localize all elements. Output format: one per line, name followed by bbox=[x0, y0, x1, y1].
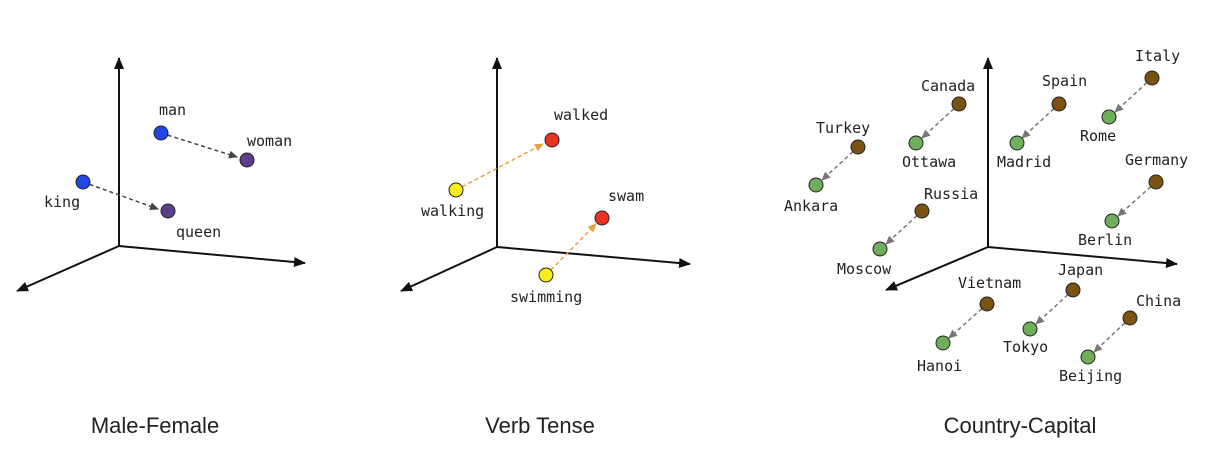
relation-arrow bbox=[1035, 289, 1074, 325]
word-point bbox=[1148, 174, 1164, 190]
word-label: swam bbox=[608, 187, 644, 205]
pair-italy-rome: Italy Rome bbox=[1080, 47, 1180, 145]
axis-right bbox=[496, 246, 691, 269]
word-point bbox=[239, 152, 255, 168]
word-label: woman bbox=[247, 132, 292, 150]
relation-arrow bbox=[1117, 181, 1157, 217]
word-label: Hanoi bbox=[917, 357, 962, 375]
word-label: king bbox=[44, 193, 80, 211]
axes bbox=[885, 57, 1178, 291]
word-label: Madrid bbox=[997, 153, 1051, 171]
pair-russia-moscow: Russia Moscow bbox=[837, 185, 978, 278]
word-label: walking bbox=[421, 202, 484, 220]
axis-left bbox=[885, 246, 989, 291]
word-label: Rome bbox=[1080, 127, 1116, 145]
pair-king-queen: king queen bbox=[44, 174, 221, 241]
axes bbox=[400, 57, 691, 292]
pair-walking-walked: walking walked bbox=[421, 106, 608, 220]
pair-germany-berlin: Germany Berlin bbox=[1078, 151, 1188, 249]
axes bbox=[16, 57, 306, 292]
word-label: Canada bbox=[921, 77, 975, 95]
word-point bbox=[951, 96, 967, 112]
relation-arrow bbox=[921, 103, 960, 139]
word-point bbox=[160, 203, 176, 219]
word-point bbox=[594, 210, 610, 226]
word-label: Ottawa bbox=[902, 153, 956, 171]
relation-arrow bbox=[1021, 103, 1060, 139]
word-point bbox=[1051, 96, 1067, 112]
word-label: Japan bbox=[1058, 261, 1103, 279]
relation-arrow bbox=[160, 132, 238, 159]
word-label: walked bbox=[554, 106, 608, 124]
word-point bbox=[153, 125, 169, 141]
relation-arrow bbox=[82, 181, 159, 211]
word-point bbox=[1101, 109, 1117, 125]
word-label: Germany bbox=[1125, 151, 1188, 169]
word-point bbox=[1122, 310, 1138, 326]
word-label: Spain bbox=[1042, 72, 1087, 90]
panel-title: Male-Female bbox=[91, 413, 219, 438]
word-point bbox=[538, 267, 554, 283]
axis-left bbox=[400, 246, 498, 292]
relation-arrow bbox=[455, 143, 544, 191]
word-label: Ankara bbox=[784, 197, 838, 215]
word-point bbox=[908, 135, 924, 151]
word-point bbox=[544, 132, 560, 148]
axis-left bbox=[16, 245, 120, 292]
panel-verb-tense: walking walked swimming swam Verb Tense bbox=[400, 57, 691, 438]
word-point bbox=[935, 335, 951, 351]
word-label: swimming bbox=[510, 288, 582, 306]
word-point bbox=[75, 174, 91, 190]
pair-canada-ottawa: Canada Ottawa bbox=[902, 77, 975, 171]
word-point bbox=[872, 241, 888, 257]
word-label: Moscow bbox=[837, 260, 892, 278]
word-label: Tokyo bbox=[1003, 338, 1048, 356]
relation-arrow bbox=[948, 303, 988, 339]
word-label: China bbox=[1136, 292, 1181, 310]
word-point bbox=[448, 182, 464, 198]
pair-japan-tokyo: Japan Tokyo bbox=[1003, 261, 1103, 356]
relation-arrow bbox=[821, 146, 859, 181]
word-label: Vietnam bbox=[958, 274, 1021, 292]
word-point bbox=[979, 296, 995, 312]
word-label: Russia bbox=[924, 185, 978, 203]
word-point bbox=[1080, 349, 1096, 365]
relation-arrow bbox=[1114, 77, 1153, 113]
panel-title: Verb Tense bbox=[485, 413, 595, 438]
axis-right bbox=[987, 246, 1178, 268]
word-point bbox=[1065, 282, 1081, 298]
word-point bbox=[1022, 321, 1038, 337]
word-label: Beijing bbox=[1059, 367, 1122, 385]
pair-swimming-swam: swimming swam bbox=[510, 187, 644, 306]
relation-arrow bbox=[885, 210, 923, 245]
word-label: queen bbox=[176, 223, 221, 241]
word-point bbox=[1104, 213, 1120, 229]
word-label: Berlin bbox=[1078, 231, 1132, 249]
panel-male-female: man woman king queen Male-Female bbox=[16, 57, 306, 438]
panel-country-capital: Turkey Ankara Canada Ottawa Spain Madrid… bbox=[784, 47, 1188, 438]
pair-man-woman: man woman bbox=[153, 101, 292, 168]
axis-right bbox=[118, 245, 306, 267]
word-label: Turkey bbox=[816, 119, 870, 137]
word-point bbox=[808, 177, 824, 193]
word-label: man bbox=[159, 101, 186, 119]
pair-turkey-ankara: Turkey Ankara bbox=[784, 119, 870, 215]
pair-spain-madrid: Spain Madrid bbox=[997, 72, 1087, 171]
pair-vietnam-hanoi: Vietnam Hanoi bbox=[917, 274, 1021, 375]
word-point bbox=[914, 203, 930, 219]
panel-title: Country-Capital bbox=[944, 413, 1097, 438]
word-point bbox=[850, 139, 866, 155]
word-label: Italy bbox=[1135, 47, 1180, 65]
pair-china-beijing: China Beijing bbox=[1059, 292, 1181, 385]
word-point bbox=[1144, 70, 1160, 86]
relation-arrow bbox=[545, 223, 597, 276]
relation-arrow bbox=[1093, 317, 1131, 353]
word-point bbox=[1009, 135, 1025, 151]
